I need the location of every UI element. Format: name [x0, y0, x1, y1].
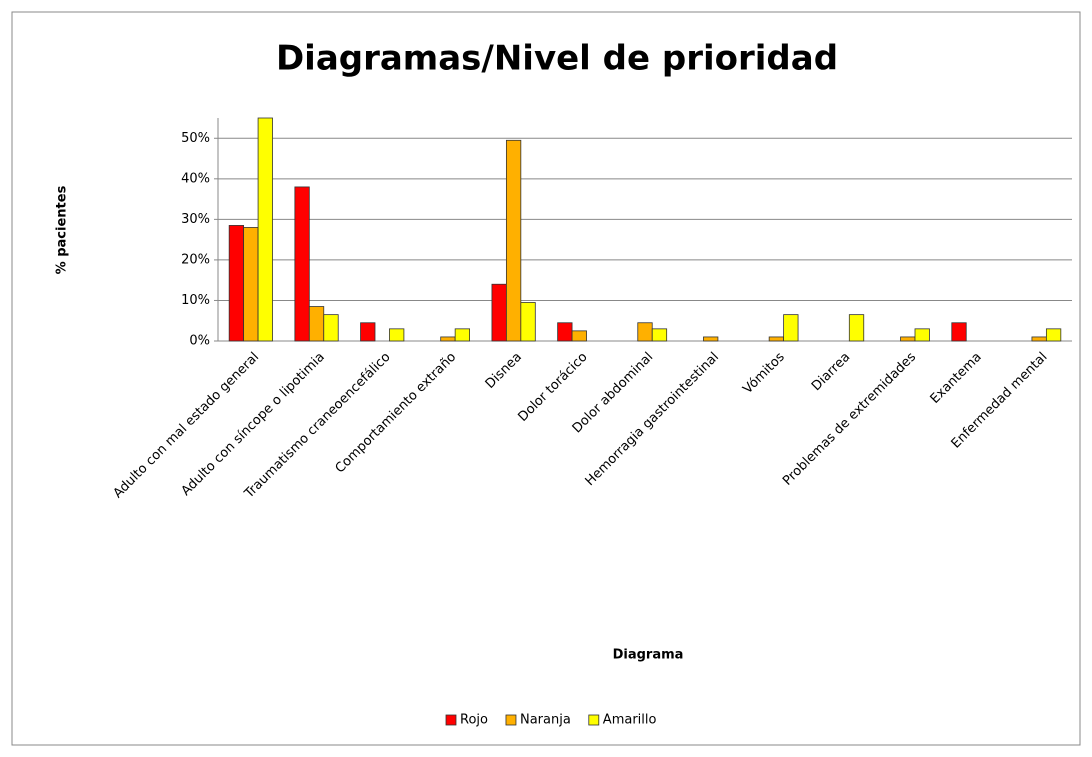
bar	[1031, 336, 1047, 342]
bar	[900, 336, 916, 342]
y-tick-label: 50%	[181, 131, 210, 146]
y-tick-label: 0%	[189, 334, 210, 349]
bar	[491, 283, 507, 342]
legend-swatch	[445, 714, 457, 726]
bar	[703, 336, 719, 342]
bar	[505, 139, 522, 342]
y-tick-label: 40%	[181, 171, 210, 186]
bar	[243, 227, 259, 342]
bar	[951, 322, 967, 342]
bar	[360, 322, 376, 342]
bar	[257, 117, 273, 342]
bar	[440, 336, 456, 342]
bar	[914, 328, 930, 342]
bar	[389, 328, 405, 342]
y-axis-title: % pacientes	[55, 185, 70, 274]
bar	[323, 314, 339, 342]
bar	[651, 328, 668, 342]
y-tick-label: 10%	[181, 293, 210, 308]
y-tick-label: 20%	[181, 252, 210, 267]
bar	[768, 336, 785, 342]
legend-label: Rojo	[460, 713, 488, 728]
bar	[520, 302, 536, 342]
bar	[848, 314, 865, 342]
chart-title: Diagramas/Nivel de prioridad	[276, 39, 838, 79]
chart-frame	[11, 11, 1081, 746]
bar	[557, 322, 573, 342]
legend-label: Amarillo	[603, 713, 657, 728]
bar	[308, 306, 325, 342]
legend-swatch	[588, 714, 600, 726]
bar	[1045, 328, 1062, 342]
bar	[571, 330, 587, 342]
bar	[637, 322, 653, 342]
bar	[294, 186, 310, 342]
legend-swatch	[505, 714, 517, 726]
bar	[228, 225, 245, 342]
legend-label: Naranja	[520, 713, 571, 728]
bar	[783, 314, 799, 342]
bar	[454, 328, 471, 342]
x-axis-title: Diagrama	[613, 648, 684, 663]
y-tick-label: 30%	[181, 212, 210, 227]
